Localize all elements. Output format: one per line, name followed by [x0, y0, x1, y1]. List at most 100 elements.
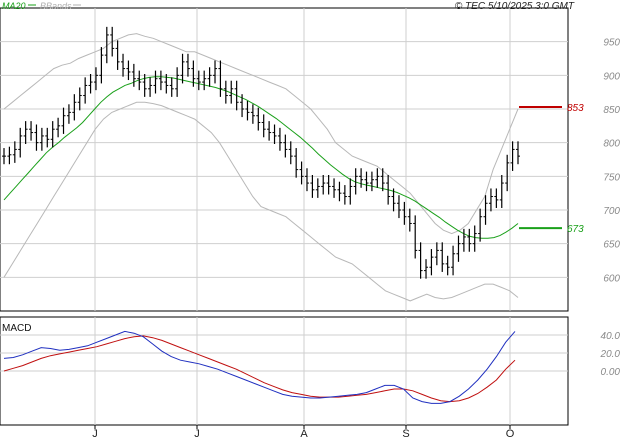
price-bar: [353, 168, 358, 195]
macd-main-line: [3, 330, 516, 404]
price-bar: [424, 259, 429, 279]
price-bar: [413, 215, 418, 259]
price-bar: [169, 77, 174, 97]
price-bar: [121, 53, 126, 77]
price-bar: [315, 178, 320, 198]
price-bar: [110, 26, 115, 57]
price-bar: [50, 121, 55, 148]
price-bar: [7, 146, 12, 165]
price-bar: [115, 40, 120, 70]
price-bar: [153, 70, 158, 94]
macd-signal-line: [3, 335, 516, 403]
month-label: A: [300, 428, 308, 440]
price-bar: [131, 63, 136, 87]
bollinger-bands: [3, 33, 519, 302]
price-tick-label: 800: [603, 139, 620, 150]
price-bar: [478, 208, 483, 242]
price-levels: 853 673: [519, 103, 584, 235]
macd-y-axis: 40.0 20.0 0.00: [600, 331, 621, 378]
price-bar: [213, 60, 218, 84]
price-bar: [337, 181, 342, 202]
price-bar: [499, 174, 504, 208]
macd-lines: [3, 330, 516, 404]
price-bars: [2, 26, 520, 279]
price-bar: [23, 121, 28, 145]
legend-bbands: BBands: [40, 1, 72, 11]
macd-tick-label: 40.0: [601, 331, 621, 342]
price-bar: [418, 242, 423, 279]
resistance-level-label: 853: [567, 103, 584, 114]
price-bar: [402, 201, 407, 225]
copyright: © TEC 5/10/2025 3:0 GMT: [455, 1, 575, 12]
price-bar: [164, 73, 169, 94]
price-bar: [93, 67, 98, 91]
price-panel-frame: [0, 7, 569, 312]
macd-title: MACD: [2, 323, 31, 334]
price-y-axis: 600 650 700 750 800 850 900 950: [603, 38, 620, 285]
price-bar: [332, 178, 337, 198]
price-bar: [391, 188, 396, 212]
price-bar: [440, 242, 445, 272]
price-bar: [77, 87, 82, 111]
price-bar: [304, 168, 309, 192]
price-bar: [61, 107, 66, 134]
price-bar: [158, 70, 163, 91]
price-bar: [180, 53, 185, 84]
price-bar: [196, 70, 201, 91]
price-bar: [207, 67, 212, 87]
price-bar: [202, 70, 207, 91]
price-bar: [386, 174, 391, 205]
price-bar: [88, 73, 93, 94]
price-bar: [137, 70, 142, 91]
price-bar: [99, 47, 104, 84]
price-bar: [72, 94, 77, 121]
price-bar: [256, 107, 261, 131]
price-bar: [451, 245, 456, 276]
ma20-line: [3, 76, 519, 239]
price-bar: [66, 104, 71, 124]
bbands-lower-line: [3, 101, 519, 302]
price-bar: [472, 225, 477, 252]
price-bar: [342, 185, 347, 205]
macd-tick-label: 20.0: [600, 349, 621, 360]
price-tick-label: 900: [603, 71, 620, 82]
support-level-label: 673: [567, 224, 584, 235]
price-bar: [245, 100, 250, 121]
price-bar: [429, 249, 434, 276]
price-bar: [380, 168, 385, 192]
macd-tick-label: 0.00: [601, 367, 621, 378]
bbands-upper-line: [3, 33, 519, 235]
price-bar: [126, 60, 131, 81]
price-bar: [505, 154, 510, 192]
price-bar: [142, 73, 147, 97]
price-bar: [218, 60, 223, 97]
ma20-series-line: [3, 76, 519, 239]
price-bar: [321, 174, 326, 195]
price-bar: [494, 188, 499, 208]
price-bar: [510, 141, 515, 171]
price-bar: [175, 67, 180, 97]
price-bar: [516, 141, 520, 165]
price-bar: [34, 124, 39, 151]
price-bar: [29, 121, 34, 141]
month-label: O: [506, 428, 515, 440]
price-bar: [294, 148, 299, 178]
price-bar: [104, 26, 109, 64]
price-bar: [39, 127, 44, 151]
price-bar: [288, 141, 293, 165]
grid-lines: [0, 8, 568, 425]
price-bar: [234, 80, 239, 111]
price-bar: [283, 134, 288, 158]
price-bar: [261, 114, 266, 138]
price-bar: [461, 228, 466, 252]
price-tick-label: 700: [603, 206, 620, 217]
price-tick-label: 950: [603, 38, 620, 49]
price-bar: [326, 174, 331, 195]
price-bar: [277, 127, 282, 151]
price-bar: [456, 235, 461, 262]
price-bar: [45, 127, 50, 148]
price-bar: [483, 195, 488, 225]
price-bar: [299, 161, 304, 185]
